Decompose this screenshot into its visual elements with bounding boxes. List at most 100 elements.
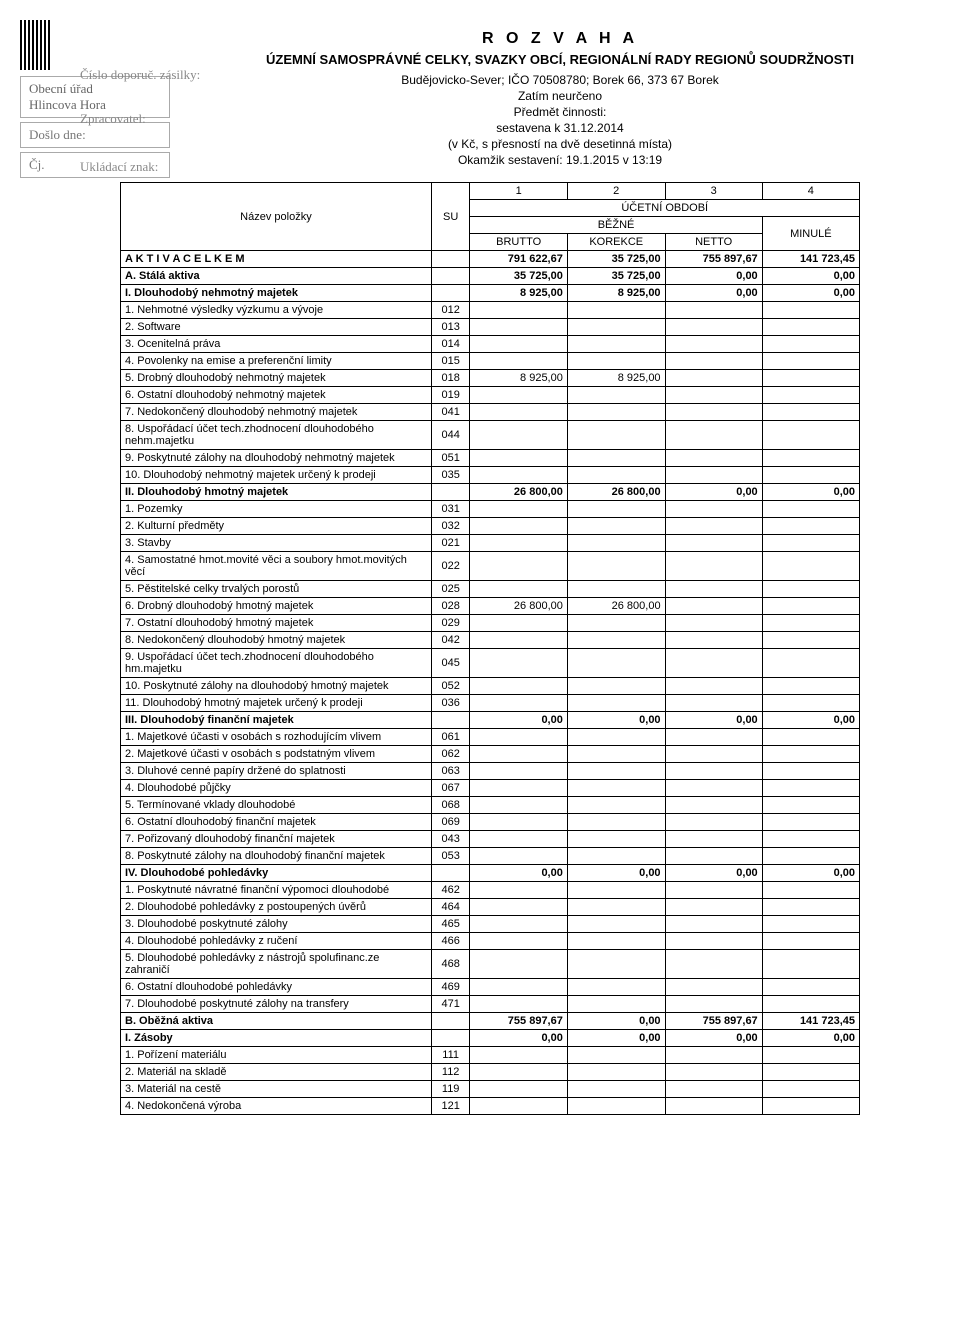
cell-value xyxy=(567,678,665,695)
cell-value xyxy=(567,899,665,916)
cell-value xyxy=(762,695,859,712)
cell-value xyxy=(762,848,859,865)
table-row: 4. Nedokončená výroba121 xyxy=(121,1098,860,1115)
cell-value xyxy=(762,916,859,933)
table-row: 6. Ostatní dlouhodobé pohledávky469 xyxy=(121,979,860,996)
table-row: 7. Nedokončený dlouhodobý nehmotný majet… xyxy=(121,404,860,421)
cell-su: 015 xyxy=(431,353,470,370)
cell-value: 35 725,00 xyxy=(470,268,567,285)
cell-value xyxy=(665,615,762,632)
cell-value xyxy=(762,552,859,581)
table-row: 3. Ocenitelná práva014 xyxy=(121,336,860,353)
cell-value xyxy=(665,632,762,649)
cell-value xyxy=(567,1081,665,1098)
cell-su: 036 xyxy=(431,695,470,712)
cell-name: 6. Ostatní dlouhodobý nehmotný majetek xyxy=(121,387,432,404)
cell-value xyxy=(665,814,762,831)
cell-value xyxy=(470,933,567,950)
cell-value: 0,00 xyxy=(665,712,762,729)
cell-su: 111 xyxy=(431,1047,470,1064)
table-row: 3. Dlouhodobé poskytnuté zálohy465 xyxy=(121,916,860,933)
cell-value: 0,00 xyxy=(665,285,762,302)
cell-value xyxy=(762,581,859,598)
cell-value xyxy=(470,695,567,712)
col-su-header: SU xyxy=(431,183,470,251)
cell-su: 465 xyxy=(431,916,470,933)
cell-su xyxy=(431,251,470,268)
cell-value: 35 725,00 xyxy=(567,251,665,268)
table-row: 11. Dlouhodobý hmotný majetek určený k p… xyxy=(121,695,860,712)
cell-value xyxy=(567,319,665,336)
cell-value xyxy=(470,353,567,370)
cell-value: 0,00 xyxy=(665,484,762,501)
cell-value xyxy=(470,996,567,1013)
cell-value xyxy=(567,814,665,831)
cell-value xyxy=(762,518,859,535)
cell-value xyxy=(567,848,665,865)
cell-value xyxy=(567,302,665,319)
table-row: II. Dlouhodobý hmotný majetek26 800,0026… xyxy=(121,484,860,501)
table-row: 8. Poskytnuté zálohy na dlouhodobý finan… xyxy=(121,848,860,865)
table-row: 2. Materiál na skladě112 xyxy=(121,1064,860,1081)
cell-value xyxy=(665,780,762,797)
cell-value: 0,00 xyxy=(762,285,859,302)
cell-value xyxy=(762,780,859,797)
stamp-doslo-label: Došlo dne: xyxy=(29,127,86,142)
cell-value xyxy=(665,695,762,712)
cell-value xyxy=(470,729,567,746)
cell-su xyxy=(431,865,470,882)
cell-name: 7. Nedokončený dlouhodobý nehmotný majet… xyxy=(121,404,432,421)
cell-name: 1. Poskytnuté návratné finanční výpomoci… xyxy=(121,882,432,899)
cell-value xyxy=(567,916,665,933)
cell-value xyxy=(567,933,665,950)
table-row: 7. Ostatní dlouhodobý hmotný majetek029 xyxy=(121,615,860,632)
cell-value xyxy=(762,501,859,518)
cell-value xyxy=(665,916,762,933)
cell-value: 0,00 xyxy=(470,865,567,882)
cell-value xyxy=(665,450,762,467)
cell-name: 3. Dluhové cenné papíry držené do splatn… xyxy=(121,763,432,780)
cell-su xyxy=(431,712,470,729)
cell-name: 11. Dlouhodobý hmotný majetek určený k p… xyxy=(121,695,432,712)
cell-value xyxy=(665,1081,762,1098)
cell-su: 022 xyxy=(431,552,470,581)
cell-su: 069 xyxy=(431,814,470,831)
table-row: 1. Pořízení materiálu111 xyxy=(121,1047,860,1064)
cell-su: 051 xyxy=(431,450,470,467)
cell-value xyxy=(470,763,567,780)
cell-value xyxy=(665,353,762,370)
cell-value xyxy=(762,814,859,831)
cell-value xyxy=(665,979,762,996)
cell-name: 10. Dlouhodobý nehmotný majetek určený k… xyxy=(121,467,432,484)
cell-value xyxy=(665,996,762,1013)
table-row: I. Dlouhodobý nehmotný majetek8 925,008 … xyxy=(121,285,860,302)
cell-su: 032 xyxy=(431,518,470,535)
cell-value: 26 800,00 xyxy=(567,598,665,615)
cell-value xyxy=(567,1098,665,1115)
netto-header: NETTO xyxy=(665,234,762,251)
cell-name: 4. Dlouhodobé půjčky xyxy=(121,780,432,797)
cell-su: 121 xyxy=(431,1098,470,1115)
cell-value xyxy=(762,615,859,632)
cell-name: 6. Drobný dlouhodobý hmotný majetek xyxy=(121,598,432,615)
cell-value xyxy=(470,1098,567,1115)
cell-value xyxy=(567,581,665,598)
cell-name: 9. Uspořádací účet tech.zhodnocení dlouh… xyxy=(121,649,432,678)
cell-su: 468 xyxy=(431,950,470,979)
cell-name: 6. Ostatní dlouhodobé pohledávky xyxy=(121,979,432,996)
table-row: 1. Pozemky031 xyxy=(121,501,860,518)
cell-su: 035 xyxy=(431,467,470,484)
cell-su: 471 xyxy=(431,996,470,1013)
cell-value xyxy=(567,695,665,712)
table-row: 4. Dlouhodobé půjčky067 xyxy=(121,780,860,797)
current-header: BĚŽNÉ xyxy=(470,217,762,234)
cell-value xyxy=(762,319,859,336)
cell-name: 7. Dlouhodobé poskytnuté zálohy na trans… xyxy=(121,996,432,1013)
cell-su: 469 xyxy=(431,979,470,996)
cell-name: 9. Poskytnuté zálohy na dlouhodobý nehmo… xyxy=(121,450,432,467)
cell-su: 464 xyxy=(431,899,470,916)
cell-value xyxy=(567,632,665,649)
cell-value xyxy=(665,848,762,865)
cell-value: 0,00 xyxy=(762,865,859,882)
cell-value: 0,00 xyxy=(762,484,859,501)
